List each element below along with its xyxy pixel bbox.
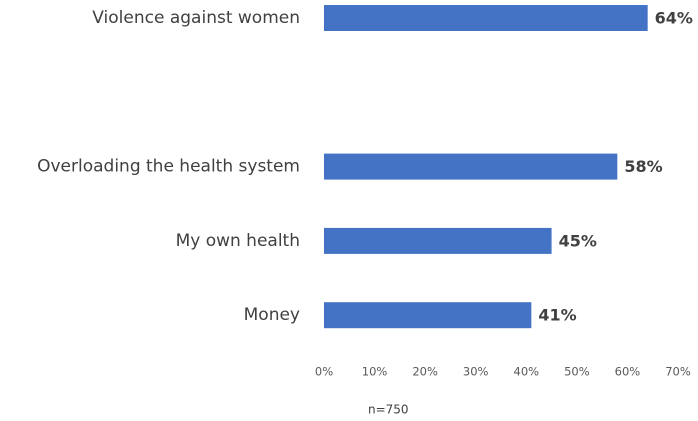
category-label: Violence against women — [92, 8, 300, 28]
value-label: 45% — [559, 231, 597, 250]
value-label: 64% — [655, 9, 693, 28]
x-tick-label: 40% — [514, 365, 540, 379]
bar — [324, 302, 532, 329]
footnote: n=750 — [368, 403, 409, 417]
bar — [324, 227, 552, 254]
value-label: 41% — [538, 306, 576, 325]
category-label: My own health — [176, 231, 300, 251]
x-tick-label: 10% — [362, 365, 388, 379]
bar — [324, 153, 618, 180]
category-label: Overloading the health system — [37, 157, 300, 177]
x-tick-label: 60% — [615, 365, 641, 379]
x-tick-label: 70% — [665, 365, 691, 379]
x-tick-label: 20% — [412, 365, 438, 379]
bar — [324, 5, 648, 31]
x-tick-label: 0% — [315, 365, 333, 379]
x-tick-label: 30% — [463, 365, 489, 379]
x-tick-label: 50% — [564, 365, 590, 379]
category-label: Money — [244, 305, 300, 325]
value-label: 58% — [624, 157, 662, 176]
